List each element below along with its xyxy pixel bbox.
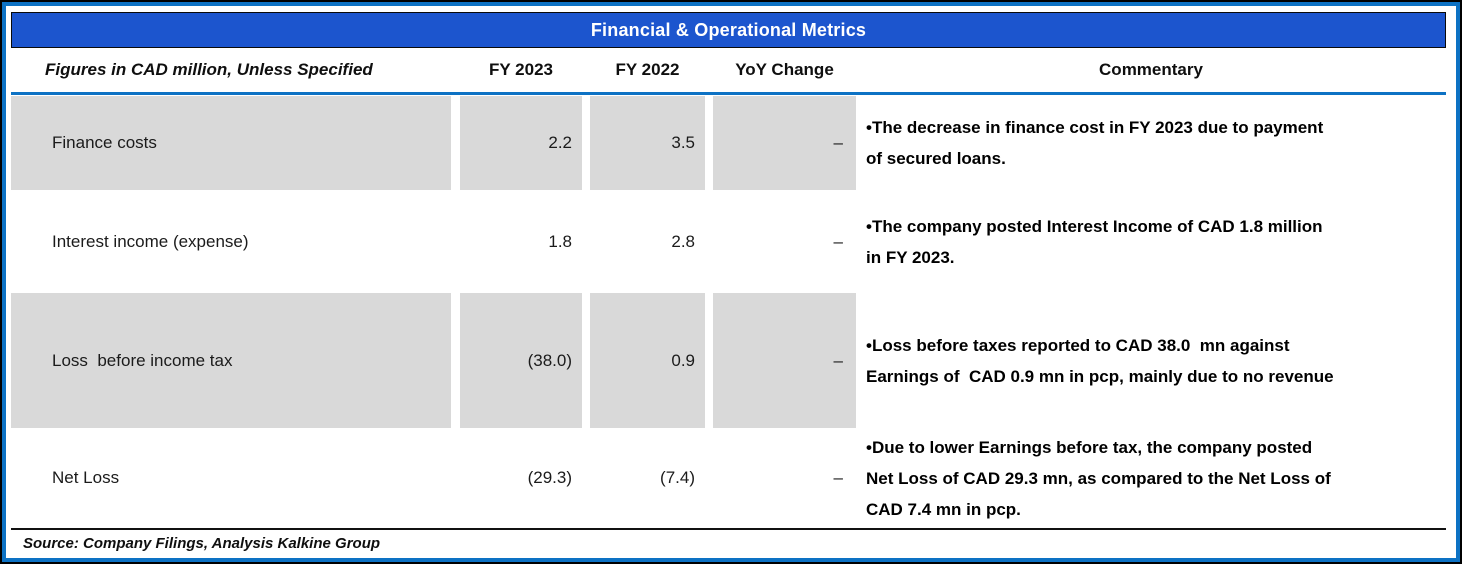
metric-label: Finance costs bbox=[11, 96, 451, 190]
fy2022-value: 2.8 bbox=[671, 231, 695, 251]
source-attribution: Source: Company Filings, Analysis Kalkin… bbox=[11, 528, 1446, 557]
yoy-change-value: – bbox=[833, 231, 843, 251]
commentary-text: •The decrease in finance cost in FY 2023… bbox=[866, 118, 1324, 168]
metric-label: Net Loss bbox=[52, 468, 120, 487]
header-fy2023: FY 2023 bbox=[489, 60, 553, 79]
commentary-text: •Loss before taxes reported to CAD 38.0 … bbox=[866, 335, 1334, 386]
commentary-text: •Due to lower Earnings before tax, the c… bbox=[866, 437, 1331, 519]
fy2023-value: 1.8 bbox=[548, 231, 572, 251]
header-fy2022: FY 2022 bbox=[615, 60, 680, 79]
fy2022-value: 0.9 bbox=[590, 293, 705, 428]
header-figures-note: Figures in CAD million, Unless Specified bbox=[45, 60, 373, 79]
commentary-text: •The company posted Interest Income of C… bbox=[866, 216, 1323, 267]
fy2023-value: 2.2 bbox=[460, 96, 582, 190]
table-row-interest-income: Interest income (expense) 1.8 2.8 – •The… bbox=[11, 190, 1446, 293]
fy2022-value: 3.5 bbox=[590, 96, 705, 190]
table-row-net-loss: Net Loss (29.3) (7.4) – •Due to lower Ea… bbox=[11, 428, 1446, 528]
source-text: Source: Company Filings, Analysis Kalkin… bbox=[23, 535, 381, 552]
table-row-finance-costs: Finance costs 2.2 3.5 – •The decrease in… bbox=[11, 96, 1446, 190]
table-title-bar: Financial & Operational Metrics bbox=[11, 12, 1446, 48]
yoy-change-value: – bbox=[833, 468, 843, 487]
header-commentary: Commentary bbox=[1099, 60, 1203, 79]
fy2023-value: (29.3) bbox=[527, 468, 572, 487]
fy2022-value: (7.4) bbox=[660, 468, 695, 487]
header-divider-line bbox=[11, 92, 1446, 95]
table-title: Financial & Operational Metrics bbox=[590, 19, 867, 40]
metric-label: Loss before income tax bbox=[11, 293, 451, 428]
table-row-loss-before-tax: Loss before income tax (38.0) 0.9 – •Los… bbox=[11, 293, 1446, 428]
table-header-row: Figures in CAD million, Unless Specified… bbox=[11, 48, 1446, 92]
metric-label: Interest income (expense) bbox=[52, 231, 249, 251]
yoy-change-value: – bbox=[713, 293, 856, 428]
fy2023-value: (38.0) bbox=[460, 293, 582, 428]
yoy-change-value: – bbox=[713, 96, 856, 190]
header-yoy-change: YoY Change bbox=[735, 60, 834, 79]
